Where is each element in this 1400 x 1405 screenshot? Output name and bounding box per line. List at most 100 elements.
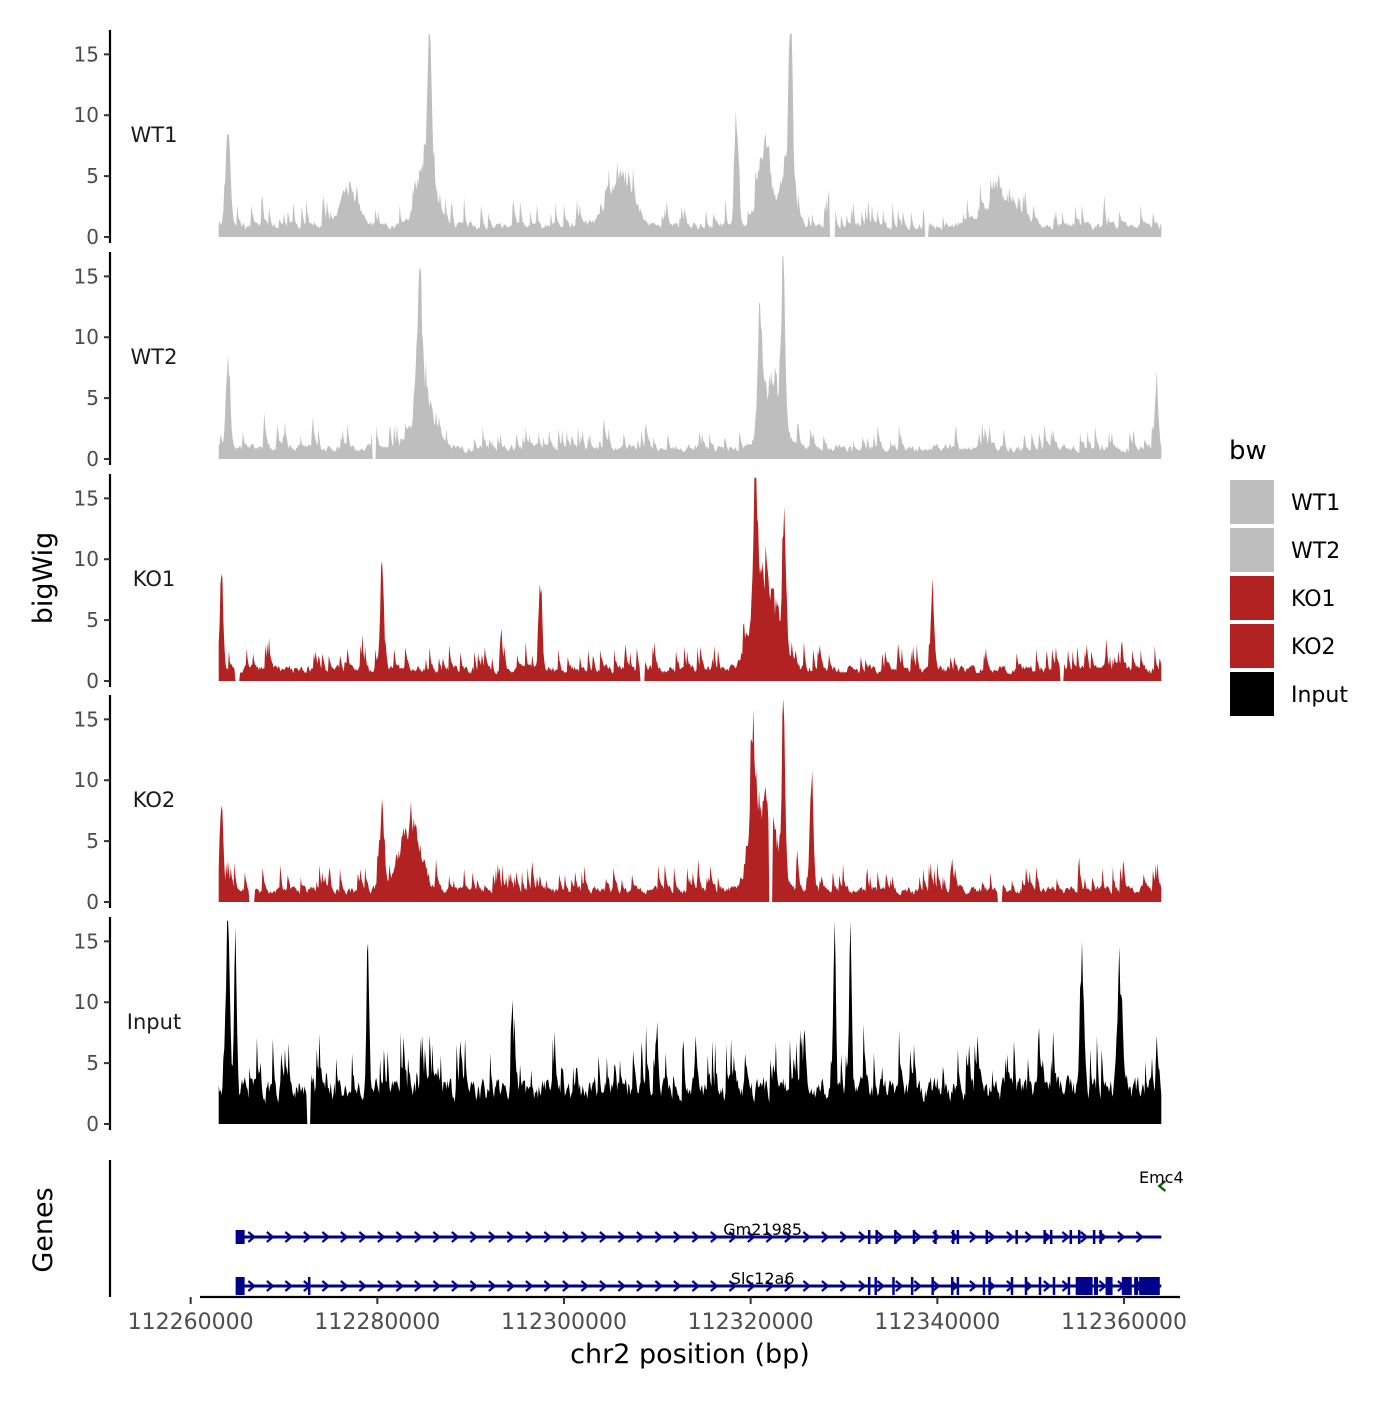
y-tick-label: 10 bbox=[74, 325, 99, 349]
strand-chevron bbox=[303, 1231, 312, 1243]
legend-swatch-wt1 bbox=[1230, 480, 1274, 524]
signal-tracks: 0 5 10 15 WT1 0 5 10 15 WT2 0 5 10 15 KO1 0 5 10 15 KO2 0 5 10… bbox=[74, 30, 1162, 1136]
strand-chevron bbox=[802, 1280, 812, 1292]
strand-chevron bbox=[858, 1231, 867, 1243]
strand-chevron bbox=[839, 1280, 849, 1292]
x-tick-label: 112260000 bbox=[128, 1310, 254, 1335]
signal-area-wt2 bbox=[218, 255, 1162, 459]
strand-chevron bbox=[1098, 1280, 1108, 1292]
exon bbox=[1038, 1277, 1042, 1295]
exon bbox=[1144, 1277, 1155, 1295]
strand-chevron bbox=[580, 1280, 590, 1292]
strand-chevron bbox=[913, 1280, 923, 1292]
gene-slc12a6: Slc12a6 bbox=[235, 1269, 1162, 1295]
exon bbox=[235, 1277, 245, 1295]
exon bbox=[1024, 1277, 1028, 1295]
strand-chevron bbox=[469, 1280, 479, 1292]
track-wt1: 0 5 10 15 WT1 bbox=[74, 30, 1162, 249]
y-axis-title: bigWig bbox=[28, 532, 59, 625]
y-tick-label: 10 bbox=[74, 768, 99, 792]
strand-chevron bbox=[802, 1231, 812, 1243]
strand-chevron bbox=[1024, 1280, 1034, 1292]
exon bbox=[985, 1230, 989, 1244]
exon bbox=[1134, 1277, 1139, 1295]
exon bbox=[982, 1277, 986, 1295]
strand-chevron bbox=[1135, 1231, 1145, 1243]
y-tick-label: 0 bbox=[86, 447, 99, 471]
legend-label: WT1 bbox=[1291, 491, 1340, 516]
strand-chevron bbox=[1157, 1180, 1167, 1192]
strand-chevron bbox=[580, 1231, 590, 1243]
strand-chevron bbox=[691, 1231, 701, 1243]
exon bbox=[956, 1230, 960, 1244]
strand-chevron bbox=[321, 1280, 331, 1292]
strand-chevron bbox=[673, 1280, 682, 1292]
x-tick-label: 112360000 bbox=[1061, 1310, 1187, 1335]
exon bbox=[894, 1230, 897, 1244]
strand-chevron bbox=[932, 1280, 941, 1292]
strand-chevron bbox=[247, 1231, 257, 1243]
strand-chevron bbox=[839, 1231, 849, 1243]
x-tick-label: 112340000 bbox=[874, 1310, 1000, 1335]
track-label: WT2 bbox=[131, 345, 178, 369]
legend-label: KO1 bbox=[1291, 587, 1336, 612]
y-tick-label: 15 bbox=[74, 264, 99, 288]
strand-chevron bbox=[506, 1280, 516, 1292]
strand-chevron bbox=[1024, 1231, 1034, 1243]
strand-chevron bbox=[451, 1231, 460, 1243]
strand-chevron bbox=[765, 1231, 775, 1243]
strand-chevron bbox=[654, 1231, 664, 1243]
exon bbox=[951, 1230, 955, 1244]
strand-chevron bbox=[1080, 1231, 1089, 1243]
exon bbox=[1052, 1277, 1056, 1295]
y-tick-label: 5 bbox=[86, 386, 99, 410]
exon bbox=[892, 1277, 895, 1295]
strand-chevron bbox=[525, 1280, 534, 1292]
gene-label: Emc4 bbox=[1139, 1168, 1184, 1187]
exon bbox=[1075, 1277, 1083, 1295]
legend-label: WT2 bbox=[1291, 539, 1340, 564]
legend-swatch-ko1 bbox=[1230, 576, 1274, 620]
exon bbox=[1069, 1230, 1073, 1244]
gene-gm21985: Gm21985 bbox=[235, 1220, 1162, 1244]
strand-chevron bbox=[358, 1280, 368, 1292]
y-tick-label: 15 bbox=[74, 42, 99, 66]
strand-chevron bbox=[636, 1280, 645, 1292]
exon bbox=[867, 1230, 871, 1244]
strand-chevron bbox=[969, 1231, 978, 1243]
legend-swatch-ko2 bbox=[1230, 624, 1274, 668]
strand-chevron bbox=[340, 1231, 349, 1243]
legend-swatch-wt2 bbox=[1230, 528, 1274, 572]
gene-emc4: Emc4 bbox=[1139, 1168, 1184, 1192]
x-axis: 112260000 112280000 112300000 112320000 1123… bbox=[128, 1295, 1187, 1335]
track-label: KO1 bbox=[133, 567, 176, 591]
strand-chevron bbox=[821, 1280, 830, 1292]
strand-chevron bbox=[987, 1231, 997, 1243]
strand-chevron bbox=[266, 1231, 275, 1243]
y-tick-label: 5 bbox=[86, 608, 99, 632]
exon bbox=[1015, 1230, 1018, 1244]
track-label: KO2 bbox=[133, 788, 176, 812]
strand-chevron bbox=[691, 1280, 701, 1292]
strand-chevron bbox=[876, 1231, 886, 1243]
legend-title: bw bbox=[1229, 436, 1267, 466]
strand-chevron bbox=[765, 1280, 775, 1292]
track-ko2: 0 5 10 15 KO2 bbox=[74, 695, 1162, 914]
strand-chevron bbox=[247, 1280, 257, 1292]
x-axis-title: chr2 position (bp) bbox=[570, 1339, 810, 1370]
exon bbox=[867, 1277, 871, 1295]
y-tick-label: 10 bbox=[74, 990, 99, 1014]
strand-chevron bbox=[599, 1231, 608, 1243]
strand-chevron bbox=[284, 1280, 294, 1292]
legend: bw WT1 WT2 KO1 KO2 Input bbox=[1229, 436, 1348, 716]
strand-chevron bbox=[728, 1231, 738, 1243]
exon bbox=[1010, 1277, 1014, 1295]
exon bbox=[910, 1277, 914, 1295]
strand-chevron bbox=[469, 1231, 479, 1243]
track-ko1: 0 5 10 15 KO1 bbox=[74, 474, 1162, 693]
exon bbox=[1121, 1277, 1132, 1295]
strand-chevron bbox=[377, 1231, 386, 1243]
strand-chevron bbox=[821, 1231, 830, 1243]
